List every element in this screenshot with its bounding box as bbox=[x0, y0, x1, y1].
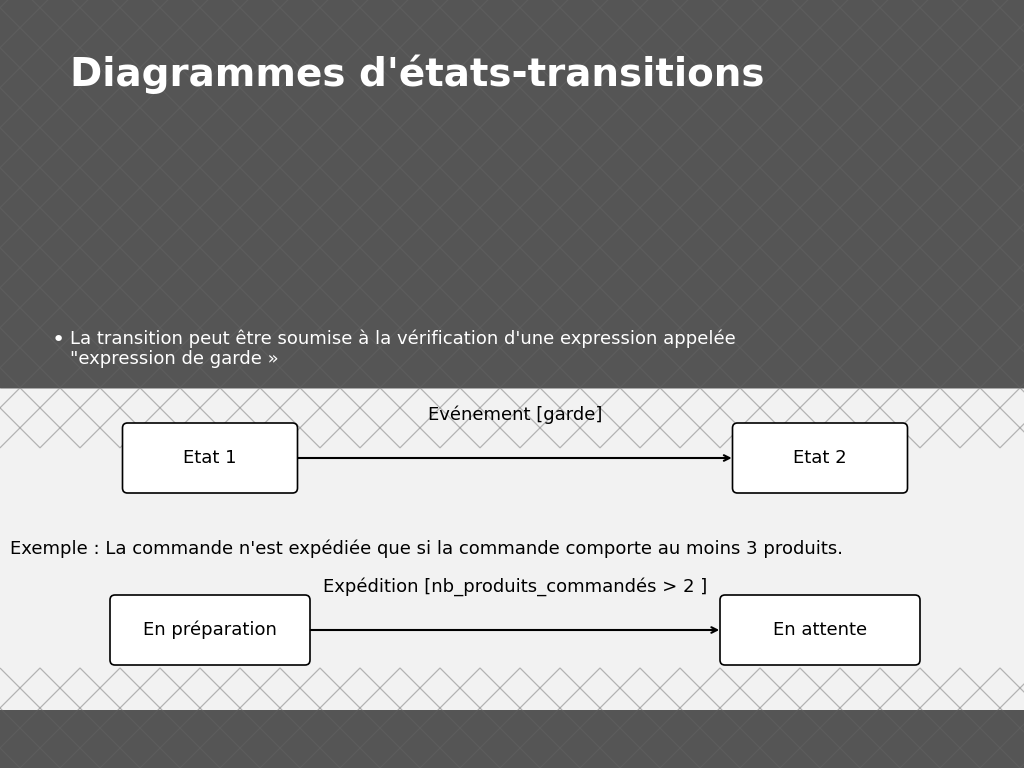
Text: Etat 2: Etat 2 bbox=[794, 449, 847, 467]
Bar bbox=[0, 710, 1024, 768]
Text: Expédition [nb_produits_commandés > 2 ]: Expédition [nb_produits_commandés > 2 ] bbox=[323, 578, 708, 596]
Bar bbox=[0, 0, 1024, 388]
Text: Diagrammes d'états-transitions: Diagrammes d'états-transitions bbox=[70, 55, 765, 94]
Text: Etat 1: Etat 1 bbox=[183, 449, 237, 467]
Text: Exemple : La commande n'est expédiée que si la commande comporte au moins 3 prod: Exemple : La commande n'est expédiée que… bbox=[10, 540, 843, 558]
Text: •: • bbox=[52, 330, 66, 350]
Text: La transition peut être soumise à la vérification d'une expression appelée: La transition peut être soumise à la vér… bbox=[70, 330, 736, 349]
Bar bbox=[0, 388, 1024, 710]
Text: En attente: En attente bbox=[773, 621, 867, 639]
FancyBboxPatch shape bbox=[720, 595, 920, 665]
Text: Evénement [garde]: Evénement [garde] bbox=[428, 406, 602, 424]
FancyBboxPatch shape bbox=[123, 423, 298, 493]
Text: En préparation: En préparation bbox=[143, 621, 276, 639]
FancyBboxPatch shape bbox=[110, 595, 310, 665]
Text: "expression de garde »: "expression de garde » bbox=[70, 350, 279, 368]
FancyBboxPatch shape bbox=[732, 423, 907, 493]
